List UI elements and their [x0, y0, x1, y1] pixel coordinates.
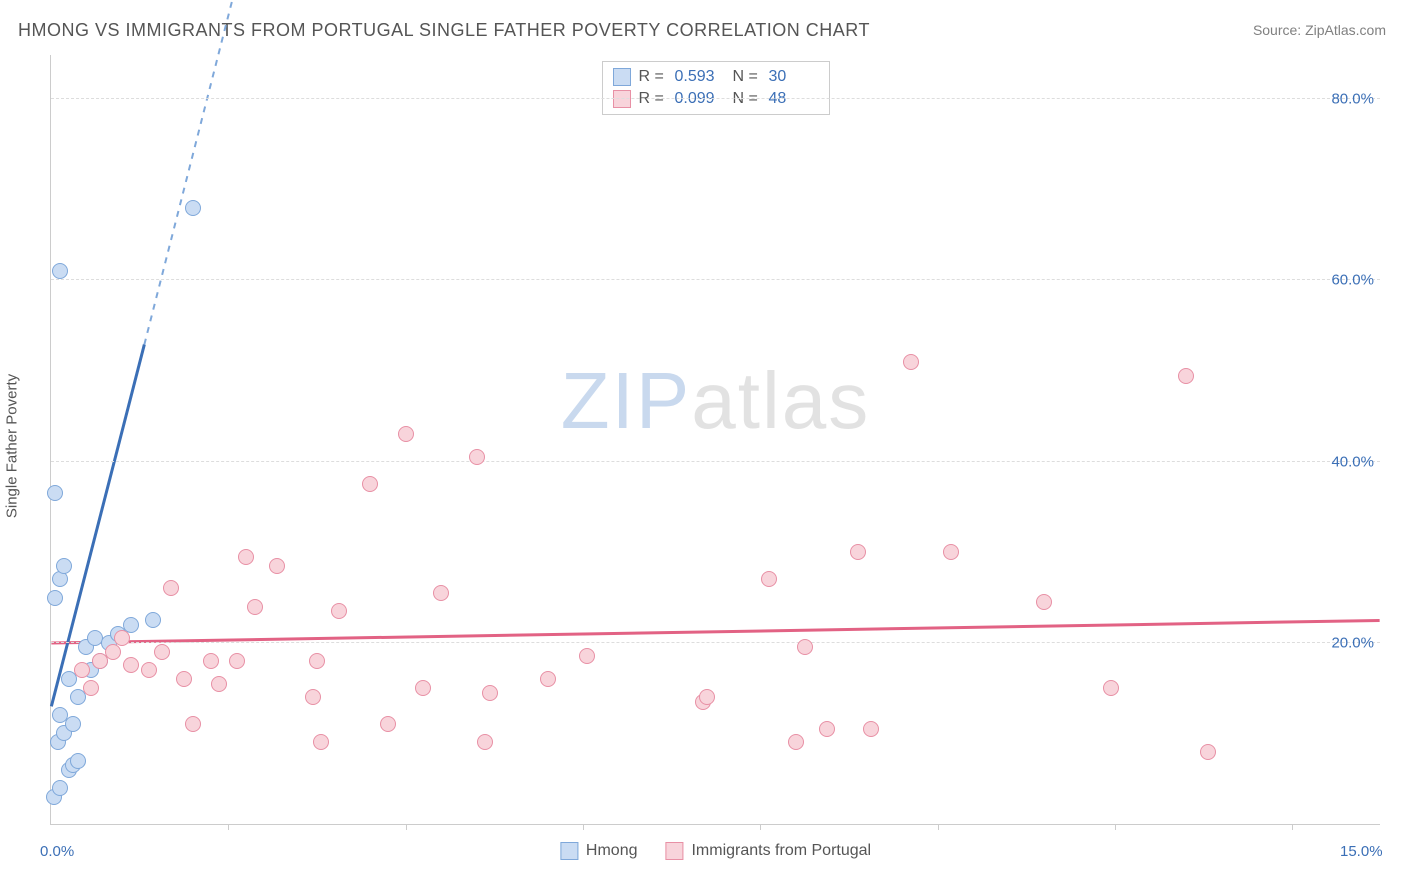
legend-item: Hmong [560, 842, 638, 860]
data-point [863, 721, 879, 737]
data-point [477, 734, 493, 750]
x-axis-min-label: 0.0% [40, 843, 74, 860]
data-point [482, 685, 498, 701]
correlation-legend: R = 0.593 N = 30 R = 0.099 N = 48 [602, 61, 830, 115]
gridline [51, 98, 1380, 99]
data-point [105, 644, 121, 660]
data-point [247, 599, 263, 615]
x-axis-max-label: 15.0% [1340, 843, 1383, 860]
gridline [51, 279, 1380, 280]
data-point [699, 689, 715, 705]
data-point [313, 734, 329, 750]
data-point [269, 558, 285, 574]
data-point [903, 354, 919, 370]
data-point [331, 603, 347, 619]
data-point [52, 263, 68, 279]
data-point [52, 780, 68, 796]
gridline [51, 642, 1380, 643]
legend-swatch [560, 842, 578, 860]
data-point [788, 734, 804, 750]
x-tick [938, 824, 939, 830]
trend-lines [51, 55, 1380, 824]
data-point [469, 449, 485, 465]
data-point [1178, 368, 1194, 384]
data-point [52, 707, 68, 723]
data-point [52, 571, 68, 587]
data-point [145, 612, 161, 628]
data-point [74, 662, 90, 678]
data-point [65, 716, 81, 732]
data-point [850, 544, 866, 560]
data-point [305, 689, 321, 705]
x-tick [583, 824, 584, 830]
data-point [185, 200, 201, 216]
x-tick [406, 824, 407, 830]
legend-r-value-0: 0.593 [675, 68, 725, 86]
legend-label: Immigrants from Portugal [691, 842, 871, 860]
data-point [1200, 744, 1216, 760]
x-tick [1115, 824, 1116, 830]
data-point [114, 630, 130, 646]
data-point [154, 644, 170, 660]
data-point [398, 426, 414, 442]
data-point [211, 676, 227, 692]
swatch-hmong [613, 68, 631, 86]
data-point [380, 716, 396, 732]
data-point [433, 585, 449, 601]
y-tick-label: 60.0% [1331, 272, 1374, 289]
series-legend: Hmong Immigrants from Portugal [560, 842, 871, 860]
legend-label: Hmong [586, 842, 638, 860]
legend-n-label: N = [733, 68, 761, 86]
data-point [1036, 594, 1052, 610]
data-point [819, 721, 835, 737]
data-point [56, 558, 72, 574]
source-attribution: Source: ZipAtlas.com [1253, 22, 1386, 38]
data-point [943, 544, 959, 560]
x-tick [1292, 824, 1293, 830]
y-axis-label: Single Father Poverty [4, 374, 21, 518]
data-point [238, 549, 254, 565]
legend-row-hmong: R = 0.593 N = 30 [613, 66, 819, 88]
data-point [415, 680, 431, 696]
scatter-plot: ZIPatlas R = 0.593 N = 30 R = 0.099 N = … [50, 55, 1380, 825]
data-point [141, 662, 157, 678]
legend-item: Immigrants from Portugal [665, 842, 871, 860]
data-point [70, 753, 86, 769]
x-tick [228, 824, 229, 830]
data-point [797, 639, 813, 655]
data-point [47, 590, 63, 606]
legend-r-label: R = [639, 68, 667, 86]
y-tick-label: 40.0% [1331, 453, 1374, 470]
page-title: HMONG VS IMMIGRANTS FROM PORTUGAL SINGLE… [18, 20, 870, 41]
data-point [229, 653, 245, 669]
data-point [203, 653, 219, 669]
data-point [47, 485, 63, 501]
data-point [123, 657, 139, 673]
data-point [163, 580, 179, 596]
data-point [761, 571, 777, 587]
y-tick-label: 80.0% [1331, 91, 1374, 108]
y-tick-label: 20.0% [1331, 634, 1374, 651]
data-point [540, 671, 556, 687]
gridline [51, 461, 1380, 462]
data-point [309, 653, 325, 669]
data-point [185, 716, 201, 732]
data-point [579, 648, 595, 664]
legend-n-value-0: 30 [769, 68, 819, 86]
x-tick [760, 824, 761, 830]
legend-swatch [665, 842, 683, 860]
data-point [176, 671, 192, 687]
data-point [83, 680, 99, 696]
data-point [1103, 680, 1119, 696]
data-point [362, 476, 378, 492]
